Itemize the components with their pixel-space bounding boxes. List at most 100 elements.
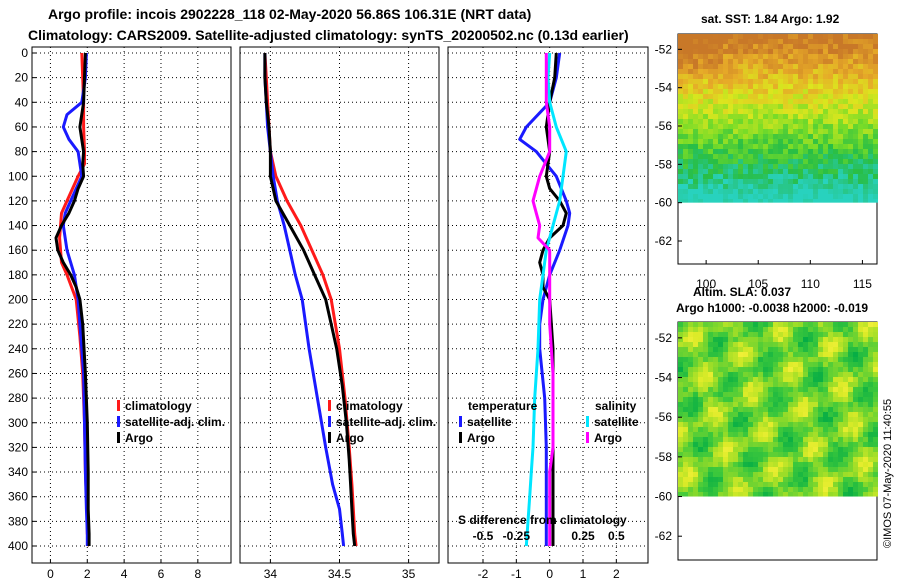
sst-cell bbox=[848, 179, 853, 184]
sla-cell bbox=[813, 362, 818, 367]
sst-cell bbox=[743, 74, 748, 79]
sst-cell bbox=[748, 74, 753, 79]
sla-cell bbox=[743, 487, 748, 492]
sst-cell bbox=[713, 154, 718, 159]
sla-cell bbox=[783, 432, 788, 437]
difference-legend: temperature satellite Argo salinity sate… bbox=[458, 399, 639, 527]
sla-cell bbox=[843, 337, 848, 342]
sst-cell bbox=[828, 124, 833, 129]
sla-cell bbox=[683, 367, 688, 372]
sla-cell bbox=[853, 367, 858, 372]
sst-cell bbox=[783, 69, 788, 74]
sla-cell bbox=[738, 362, 743, 367]
sst-cell bbox=[768, 109, 773, 114]
sst-cell bbox=[778, 119, 783, 124]
sla-cell bbox=[698, 342, 703, 347]
sla-cell bbox=[723, 452, 728, 457]
sst-cell bbox=[838, 94, 843, 99]
sla-cell bbox=[678, 437, 683, 442]
sla-cell bbox=[808, 482, 813, 487]
sla-cell bbox=[693, 372, 698, 377]
sst-cell bbox=[813, 129, 818, 134]
sst-cell bbox=[688, 194, 693, 199]
sla-cell bbox=[753, 487, 758, 492]
sst-cell bbox=[833, 34, 838, 39]
sst-cell bbox=[778, 64, 783, 69]
sst-cell bbox=[738, 89, 743, 94]
sst-cell bbox=[743, 59, 748, 64]
sst-cell bbox=[823, 94, 828, 99]
sla-cell bbox=[858, 492, 863, 497]
sla-cell bbox=[833, 447, 838, 452]
sst-cell bbox=[793, 124, 798, 129]
sst-cell bbox=[773, 69, 778, 74]
s-difference-title: S difference from climatology bbox=[458, 513, 627, 527]
sst-cell bbox=[698, 149, 703, 154]
sla-cell bbox=[753, 412, 758, 417]
sst-cell bbox=[838, 64, 843, 69]
sst-cell bbox=[848, 184, 853, 189]
sla-cell bbox=[728, 437, 733, 442]
sla-cell bbox=[828, 442, 833, 447]
sla-cell bbox=[838, 402, 843, 407]
sla-cell bbox=[783, 412, 788, 417]
sst-cell bbox=[703, 74, 708, 79]
sst-cell bbox=[728, 114, 733, 119]
sst-cell bbox=[698, 79, 703, 84]
sla-cell bbox=[828, 432, 833, 437]
sst-cell bbox=[733, 169, 738, 174]
sst-cell bbox=[718, 164, 723, 169]
sla-cell bbox=[738, 337, 743, 342]
sla-cell bbox=[838, 357, 843, 362]
sst-cell bbox=[718, 49, 723, 54]
sla-cell bbox=[693, 412, 698, 417]
sst-cell bbox=[678, 64, 683, 69]
sst-cell bbox=[718, 79, 723, 84]
sla-cell bbox=[828, 487, 833, 492]
sst-cell bbox=[763, 54, 768, 59]
sla-cell bbox=[808, 367, 813, 372]
sst-map-title: sat. SST: 1.84 Argo: 1.92 bbox=[701, 12, 840, 26]
sst-cell bbox=[703, 144, 708, 149]
sst-cell bbox=[788, 74, 793, 79]
legend-label-temperature-argo: Argo bbox=[467, 431, 495, 445]
sla-cell bbox=[748, 422, 753, 427]
sst-cell bbox=[788, 194, 793, 199]
sst-cell bbox=[683, 114, 688, 119]
sla-cell bbox=[788, 462, 793, 467]
sla-cell bbox=[683, 322, 688, 327]
sla-cell bbox=[703, 382, 708, 387]
sst-cell bbox=[758, 104, 763, 109]
sst-cell bbox=[778, 44, 783, 49]
sst-cell bbox=[748, 99, 753, 104]
sla-cell bbox=[783, 382, 788, 387]
sla-cell bbox=[773, 467, 778, 472]
sst-cell bbox=[823, 129, 828, 134]
sst-cell bbox=[833, 129, 838, 134]
sla-cell bbox=[718, 327, 723, 332]
sla-cell bbox=[803, 422, 808, 427]
sla-cell bbox=[853, 402, 858, 407]
sst-cell bbox=[688, 94, 693, 99]
sst-cell bbox=[798, 194, 803, 199]
sla-cell bbox=[778, 407, 783, 412]
sst-cell bbox=[848, 169, 853, 174]
sla-cell bbox=[848, 392, 853, 397]
sst-cell bbox=[798, 154, 803, 159]
sst-cell bbox=[738, 74, 743, 79]
legend-swatch-salinity-satellite bbox=[586, 416, 589, 427]
sst-cell bbox=[683, 54, 688, 59]
sla-cell bbox=[688, 327, 693, 332]
sst-cell bbox=[773, 169, 778, 174]
sst-cell bbox=[683, 74, 688, 79]
sla-cell bbox=[848, 347, 853, 352]
sla-cell bbox=[723, 337, 728, 342]
sla-cell bbox=[698, 417, 703, 422]
sst-cell bbox=[828, 104, 833, 109]
sla-cell bbox=[683, 422, 688, 427]
sla-cell bbox=[783, 377, 788, 382]
sla-cell bbox=[738, 442, 743, 447]
sst-cell bbox=[848, 109, 853, 114]
sla-cell bbox=[803, 442, 808, 447]
sla-cell bbox=[833, 367, 838, 372]
